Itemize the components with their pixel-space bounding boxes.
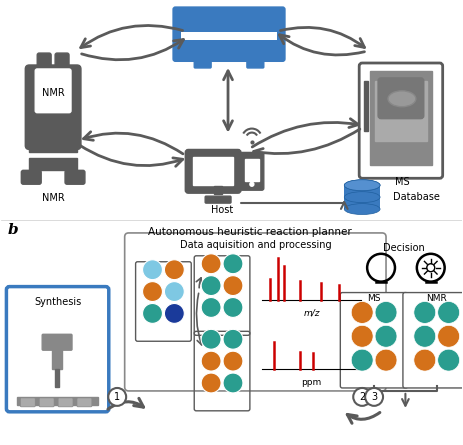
Circle shape	[223, 254, 243, 274]
Text: NMR: NMR	[42, 193, 64, 203]
Circle shape	[438, 325, 460, 347]
FancyBboxPatch shape	[39, 398, 54, 407]
Text: Host: Host	[211, 205, 233, 215]
Circle shape	[365, 388, 383, 406]
FancyBboxPatch shape	[20, 398, 35, 407]
Circle shape	[438, 302, 460, 324]
Text: Database: Database	[394, 192, 440, 202]
Circle shape	[164, 303, 184, 324]
FancyBboxPatch shape	[344, 197, 380, 209]
Circle shape	[414, 349, 436, 371]
FancyBboxPatch shape	[378, 78, 424, 119]
FancyBboxPatch shape	[29, 145, 77, 153]
FancyBboxPatch shape	[35, 69, 71, 113]
Circle shape	[201, 254, 221, 274]
FancyBboxPatch shape	[370, 71, 432, 166]
Circle shape	[438, 349, 460, 371]
Circle shape	[414, 325, 436, 347]
FancyBboxPatch shape	[17, 397, 98, 405]
FancyBboxPatch shape	[359, 63, 443, 178]
Circle shape	[375, 349, 397, 371]
Ellipse shape	[344, 204, 380, 214]
FancyBboxPatch shape	[58, 398, 73, 407]
FancyBboxPatch shape	[247, 58, 264, 68]
FancyBboxPatch shape	[375, 81, 427, 141]
FancyBboxPatch shape	[55, 369, 59, 387]
Ellipse shape	[344, 180, 380, 191]
Text: NMR: NMR	[426, 294, 447, 303]
Circle shape	[223, 329, 243, 349]
FancyBboxPatch shape	[214, 186, 222, 194]
FancyBboxPatch shape	[125, 233, 386, 391]
FancyBboxPatch shape	[240, 153, 264, 190]
Circle shape	[201, 373, 221, 393]
FancyBboxPatch shape	[77, 398, 92, 407]
Text: 3: 3	[371, 392, 377, 402]
FancyBboxPatch shape	[205, 196, 231, 203]
Text: MS: MS	[394, 177, 409, 187]
Circle shape	[143, 303, 163, 324]
Text: Decision: Decision	[383, 243, 425, 253]
FancyBboxPatch shape	[172, 6, 286, 62]
FancyBboxPatch shape	[194, 58, 211, 68]
Text: 2: 2	[359, 392, 365, 402]
Circle shape	[223, 275, 243, 295]
Text: Data aquisition and processing: Data aquisition and processing	[180, 240, 331, 250]
Text: 1: 1	[114, 392, 120, 402]
FancyBboxPatch shape	[185, 150, 241, 193]
Circle shape	[351, 302, 373, 324]
Circle shape	[164, 282, 184, 302]
Circle shape	[108, 388, 126, 406]
FancyBboxPatch shape	[193, 158, 233, 185]
Circle shape	[201, 298, 221, 317]
Circle shape	[351, 325, 373, 347]
FancyBboxPatch shape	[245, 159, 259, 181]
Circle shape	[414, 302, 436, 324]
FancyBboxPatch shape	[25, 65, 81, 150]
Ellipse shape	[388, 91, 416, 107]
FancyBboxPatch shape	[181, 32, 277, 40]
FancyBboxPatch shape	[403, 292, 463, 388]
FancyBboxPatch shape	[340, 292, 408, 388]
Text: b: b	[7, 223, 18, 237]
FancyBboxPatch shape	[344, 185, 380, 197]
Ellipse shape	[344, 180, 380, 191]
FancyBboxPatch shape	[6, 287, 109, 412]
Circle shape	[164, 260, 184, 279]
FancyBboxPatch shape	[55, 53, 69, 71]
FancyBboxPatch shape	[65, 170, 85, 184]
FancyBboxPatch shape	[52, 344, 62, 369]
FancyBboxPatch shape	[29, 158, 77, 170]
Text: Autonomous heuristic reaction planner: Autonomous heuristic reaction planner	[148, 227, 352, 237]
Circle shape	[353, 388, 371, 406]
FancyBboxPatch shape	[21, 170, 41, 184]
Circle shape	[375, 302, 397, 324]
Text: NMR: NMR	[42, 88, 64, 98]
Circle shape	[223, 298, 243, 317]
Circle shape	[201, 275, 221, 295]
Circle shape	[223, 373, 243, 393]
Text: Synthesis: Synthesis	[34, 296, 81, 307]
Circle shape	[250, 182, 254, 186]
Ellipse shape	[344, 192, 380, 202]
FancyBboxPatch shape	[37, 53, 51, 71]
Text: MS: MS	[367, 294, 381, 303]
FancyBboxPatch shape	[364, 81, 368, 130]
Text: ppm: ppm	[301, 379, 322, 388]
FancyBboxPatch shape	[42, 334, 72, 350]
Circle shape	[201, 329, 221, 349]
Text: m/z: m/z	[303, 309, 320, 318]
Circle shape	[143, 282, 163, 302]
Circle shape	[143, 260, 163, 279]
Circle shape	[351, 349, 373, 371]
Circle shape	[375, 325, 397, 347]
Circle shape	[201, 351, 221, 371]
Circle shape	[223, 351, 243, 371]
